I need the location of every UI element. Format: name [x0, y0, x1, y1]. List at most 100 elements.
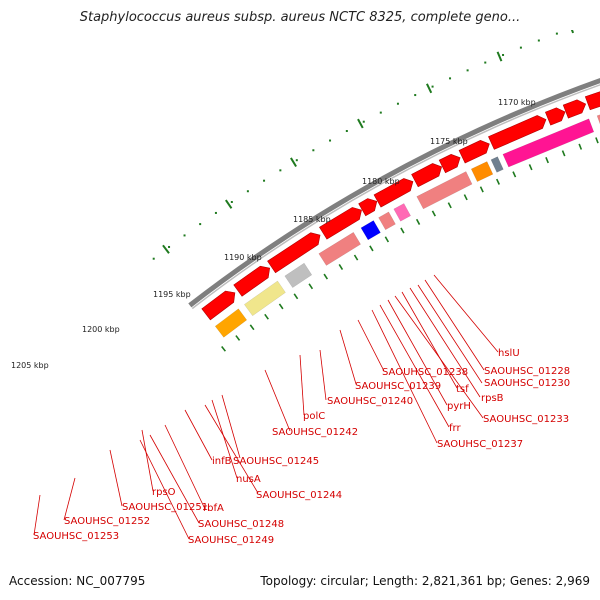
inner-tick [463, 194, 468, 201]
leader-line [204, 404, 259, 494]
inner-tick [369, 245, 374, 252]
gene-label-SAOUHSC-01239: SAOUHSC_01239 [355, 381, 441, 392]
gene-label-SAOUHSC-01230: SAOUHSC_01230 [484, 378, 570, 389]
ruler-dot [537, 39, 540, 42]
cds-arrow [545, 107, 566, 126]
inner-tick [479, 186, 484, 193]
cds-arrow [458, 140, 490, 164]
inner-tick [561, 150, 566, 157]
inner-tick [447, 202, 452, 209]
leader-line [109, 449, 123, 507]
leader-line [211, 399, 238, 479]
ruler-dot [449, 77, 452, 80]
ruler-dot [246, 190, 249, 193]
inner-tick [595, 137, 599, 144]
leader-line [184, 409, 213, 461]
gene-label-SAOUHSC-01252: SAOUHSC_01252 [64, 516, 150, 527]
ruler-dot [574, 26, 576, 28]
cog-box [502, 118, 595, 168]
genome-summary-text: Topology: circular; Length: 2,821,361 bp… [260, 574, 590, 588]
cds-arrow [562, 99, 587, 119]
ruler-dot [466, 69, 469, 72]
ruler-dot [362, 120, 365, 123]
leader-line [417, 284, 483, 384]
gene-label-SAOUHSC-01242: SAOUHSC_01242 [272, 427, 358, 438]
ruler-tick [224, 199, 233, 209]
gene-label-SAOUHSC-01253: SAOUHSC_01253 [33, 531, 119, 542]
inner-tick [221, 345, 227, 352]
accession-text: Accession: NC_007795 [9, 574, 146, 588]
cog-box [416, 171, 473, 210]
gene-label-infB: infB [212, 456, 232, 467]
gene-label-SAOUHSC-01245: SAOUHSC_01245 [233, 456, 319, 467]
backbone-outer [188, 78, 600, 308]
ruler-dot [484, 61, 487, 64]
inner-tick [353, 254, 359, 261]
ruler-dot [312, 149, 315, 152]
forward-strand-genes [201, 91, 600, 321]
inner-tick [249, 324, 255, 331]
inner-tick [338, 264, 344, 270]
leader-line [357, 319, 385, 372]
genome-backbone [188, 78, 600, 310]
cds-arrow [201, 290, 236, 321]
cog-box [393, 203, 411, 222]
cds-arrow [411, 163, 443, 188]
leader-line [221, 394, 241, 459]
cog-box [214, 308, 248, 338]
ruler-label: 1200 kbp [82, 325, 120, 334]
cds-arrow [488, 115, 547, 150]
ruler-dot [396, 102, 399, 105]
ruler-dot [168, 245, 171, 248]
ruler-dot [214, 211, 217, 214]
ruler-tick [357, 118, 364, 129]
gene-label-SAOUHSC-01244: SAOUHSC_01244 [256, 490, 342, 501]
cds-arrow [438, 153, 461, 174]
leader-line [409, 287, 481, 398]
inner-tick [278, 303, 284, 310]
leader-line [401, 291, 458, 389]
leader-line [264, 369, 291, 432]
inner-tick [384, 236, 390, 243]
ruler-label: 1190 kbp [224, 253, 262, 262]
cog-box [284, 262, 313, 288]
leader-line [141, 429, 154, 492]
ruler-label: 1180 kbp [362, 177, 400, 186]
gene-label-tsf: tsf [456, 384, 469, 395]
ruler-tick [290, 157, 297, 167]
cds-arrow [358, 198, 378, 217]
ruler-dot [345, 130, 348, 133]
leader-line [149, 434, 200, 524]
ruler-dot [379, 111, 382, 114]
inner-tick [431, 210, 436, 217]
gene-label-frr: frr [449, 423, 461, 434]
gene-label-SAOUHSC-01248: SAOUHSC_01248 [198, 519, 284, 530]
ruler-dot [295, 159, 298, 162]
ruler-dot [152, 257, 155, 260]
ruler-label: 1195 kbp [153, 290, 191, 299]
cog-category-boxes [214, 114, 600, 338]
ruler-dot [199, 223, 202, 226]
leader-line [433, 274, 499, 353]
leader-line [424, 279, 485, 371]
gene-label-hslU: hslU [498, 348, 520, 359]
ruler-dot [329, 139, 332, 142]
cog-box [360, 220, 381, 241]
leader-line [164, 424, 205, 508]
leader-line [139, 439, 190, 540]
ruler-label: 1175 kbp [430, 137, 468, 146]
inner-tick [264, 313, 269, 320]
ruler-dot [519, 46, 522, 49]
inner-tick [578, 143, 583, 150]
cog-box [596, 114, 600, 125]
cog-box [318, 231, 361, 266]
ruler-tick [162, 244, 170, 254]
cog-box [470, 161, 494, 182]
ruler-dot [279, 169, 282, 172]
inner-tick [496, 178, 500, 185]
gene-label-rpsB: rpsB [481, 393, 504, 404]
leader-line [299, 354, 305, 416]
inner-tick [293, 293, 299, 300]
inner-tick [545, 157, 549, 164]
gene-label-SAOUHSC-01233: SAOUHSC_01233 [483, 414, 569, 425]
